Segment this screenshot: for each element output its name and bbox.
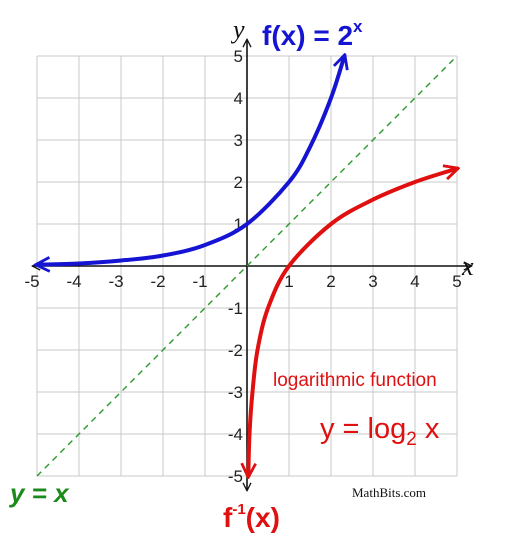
log-note: logarithmic function: [273, 370, 437, 391]
log-formula: y = log2 x: [320, 413, 440, 450]
y-tick-label: 3: [234, 131, 243, 150]
exp-function-label: f(x) = 2x: [262, 17, 363, 51]
log-curve: [248, 169, 457, 476]
exp-label-sup: x: [353, 17, 363, 36]
y-tick-label: 5: [234, 47, 243, 66]
y-tick-label: -1: [228, 299, 243, 318]
log-formula-sub: 2: [406, 429, 417, 450]
inverse-label-suffix: (x): [246, 502, 280, 533]
curves: [37, 56, 457, 476]
x-tick-label: -5: [24, 272, 39, 291]
exp-label-base: f(x) = 2: [262, 20, 353, 51]
log-formula-suffix: x: [417, 413, 440, 445]
y-tick-label: -4: [228, 425, 243, 444]
y-tick-label: -2: [228, 341, 243, 360]
x-tick-label: -1: [192, 272, 207, 291]
x-tick-label: 3: [368, 272, 377, 291]
inverse-label: f-1(x): [223, 501, 280, 533]
x-axis-label: x: [461, 252, 474, 281]
y-tick-label: -3: [228, 383, 243, 402]
y-tick-label: -5: [228, 467, 243, 486]
y-tick-label: 4: [234, 89, 243, 108]
x-tick-label: 2: [326, 272, 335, 291]
exp-curve: [37, 56, 344, 265]
credit-text: MathBits.com: [352, 485, 426, 500]
y-tick-label: 2: [234, 173, 243, 192]
x-tick-label: 4: [410, 272, 419, 291]
x-tick-label: -3: [108, 272, 123, 291]
x-tick-label: -2: [150, 272, 165, 291]
log-formula-prefix: y = log: [320, 413, 406, 445]
x-tick-label: 1: [284, 272, 293, 291]
x-tick-label: 5: [452, 272, 461, 291]
y-axis-label: y: [230, 15, 245, 44]
identity-label: y = x: [8, 478, 70, 508]
inverse-label-base: f: [223, 502, 233, 533]
x-tick-label: -4: [66, 272, 81, 291]
inverse-label-sup: -1: [232, 501, 245, 518]
